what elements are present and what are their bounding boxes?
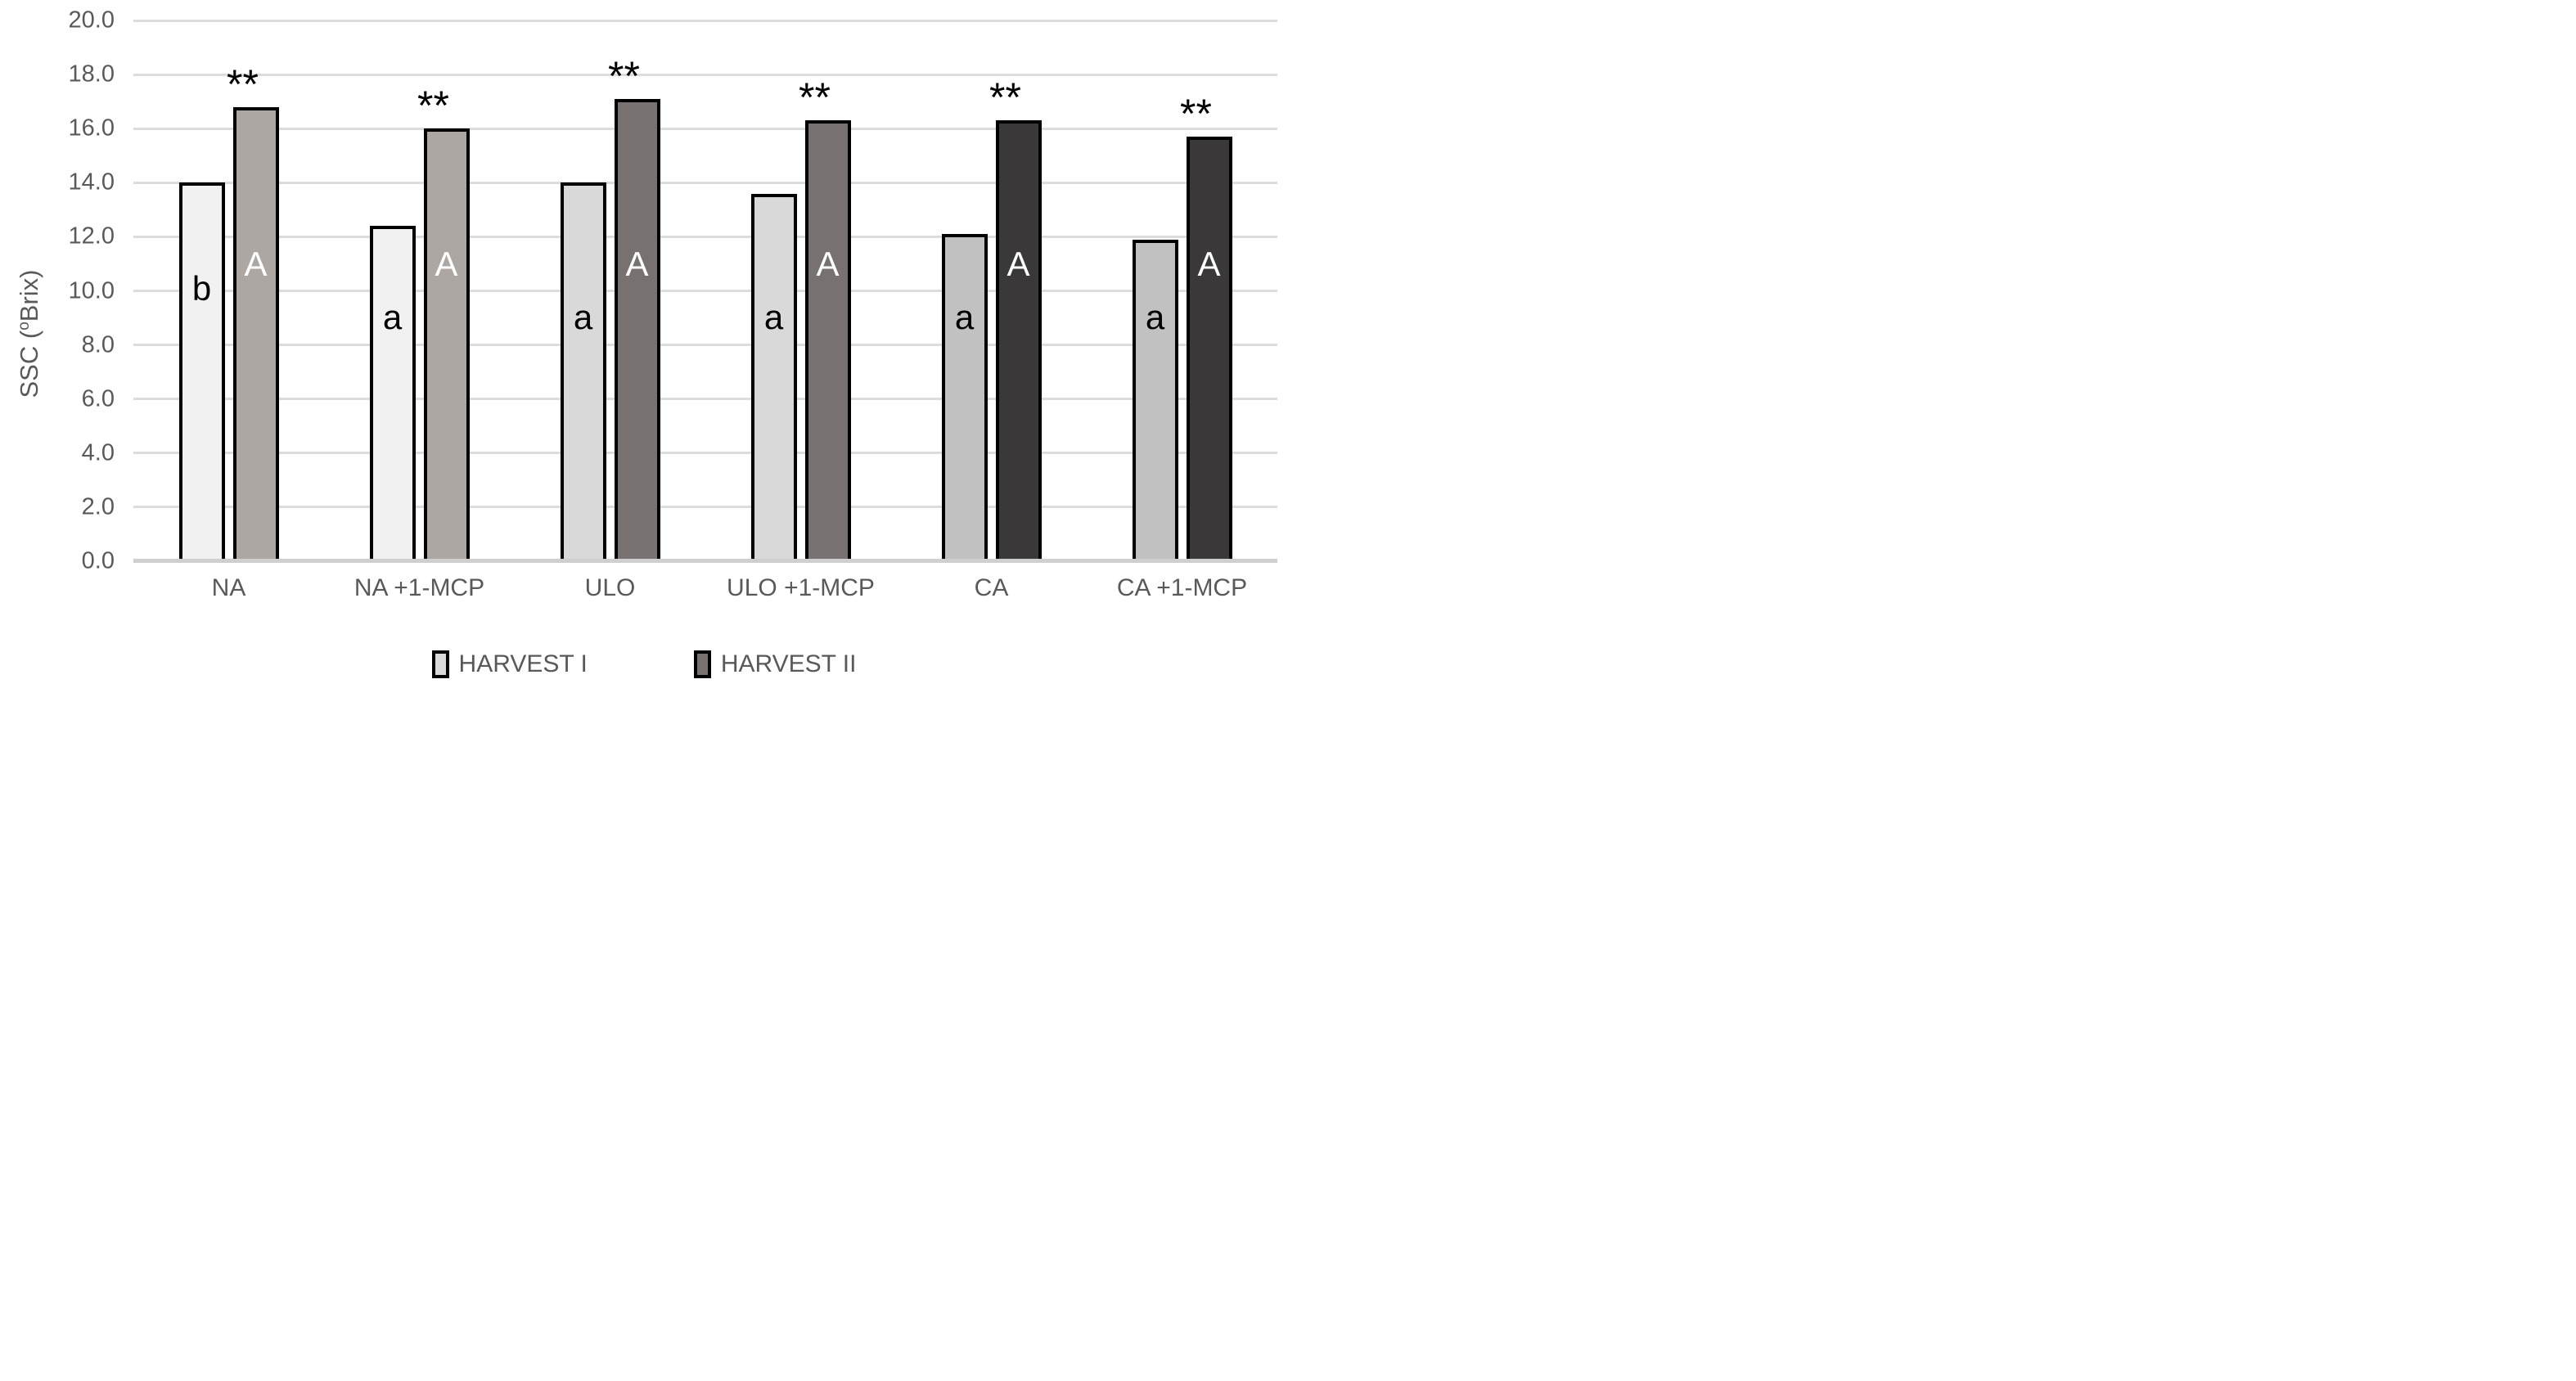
- bar-ULO-harvest-ii: A: [614, 98, 660, 561]
- y-tick-label-8.0: 8.0: [81, 331, 115, 358]
- bar-letter-CA-harvest-i: a: [954, 297, 975, 336]
- bar-letter-CA +1-MCP-harvest-ii: A: [1197, 245, 1221, 284]
- gridline-16: [133, 127, 1277, 130]
- bar-letter-NA +1-MCP-harvest-i: a: [382, 297, 403, 336]
- bar-letter-ULO +1-MCP-harvest-i: a: [763, 297, 784, 336]
- bar-letter-ULO-harvest-ii: A: [625, 245, 649, 284]
- y-tick-label-6.0: 6.0: [81, 385, 115, 412]
- significance-marker-ULO +1-MCP: **: [799, 74, 831, 121]
- y-axis-title-prefix: SSC (: [15, 330, 43, 398]
- plot-area: b A ** a A ** a A ** a A ** a A ** a A **: [133, 19, 1277, 563]
- x-tick-label-ULO: ULO: [584, 574, 636, 601]
- x-axis-tick-labels: NA NA +1-MCP ULO ULO +1-MCP CA CA +1-MCP: [133, 574, 1277, 610]
- bar-letter-CA-harvest-ii: A: [1007, 245, 1030, 284]
- x-tick-label-ULO +1-MCP: ULO +1-MCP: [727, 574, 875, 601]
- y-tick-label-0.0: 0.0: [81, 547, 115, 574]
- x-tick-label-CA +1-MCP: CA +1-MCP: [1116, 574, 1248, 601]
- y-tick-label-14.0: 14.0: [68, 169, 115, 196]
- y-axis-title: SSC (oBrix): [15, 270, 44, 398]
- bar-letter-ULO-harvest-i: a: [573, 297, 593, 336]
- legend-label-harvest1: HARVEST I: [458, 650, 588, 677]
- y-tick-label-16.0: 16.0: [68, 115, 115, 142]
- bar-NA-harvest-ii: A: [232, 106, 279, 561]
- bar-NA-harvest-i: b: [178, 182, 225, 561]
- y-tick-label-12.0: 12.0: [68, 223, 115, 250]
- gridline-14: [133, 181, 1277, 184]
- legend-label-harvest2: HARVEST II: [720, 650, 857, 677]
- bar-chart: SSC (oBrix) 20.0 18.0 16.0 14.0 12.0 10.0 8.0 6…: [0, 0, 1288, 690]
- x-tick-label-CA: CA: [974, 574, 1009, 601]
- bar-NA +1-MCP-harvest-ii: A: [423, 128, 470, 561]
- bar-CA +1-MCP-harvest-i: a: [1132, 239, 1178, 561]
- gridline-4: [133, 452, 1277, 455]
- bar-group-NA: b A **: [133, 20, 324, 561]
- legend-item-harvest2: HARVEST II: [693, 650, 857, 678]
- significance-marker-NA +1-MCP: **: [417, 83, 449, 129]
- legend-swatch-harvest1-icon: [431, 650, 449, 678]
- x-tick-label-NA +1-MCP: NA +1-MCP: [354, 574, 485, 601]
- gridline-18: [133, 73, 1277, 76]
- bar-group-CA: a A **: [896, 20, 1087, 561]
- significance-marker-CA: **: [989, 74, 1021, 121]
- bar-group-NA +1-MCP: a A **: [324, 20, 515, 561]
- bar-CA-harvest-i: a: [941, 234, 988, 561]
- gridline-20: [133, 19, 1277, 22]
- bar-letter-CA +1-MCP-harvest-i: a: [1145, 297, 1165, 336]
- significance-marker-ULO: **: [608, 52, 640, 99]
- bar-group-ULO +1-MCP: a A **: [705, 20, 896, 561]
- y-tick-label-18.0: 18.0: [68, 61, 115, 88]
- significance-marker-NA: **: [227, 61, 259, 107]
- y-tick-label-10.0: 10.0: [68, 277, 115, 304]
- y-tick-label-20.0: 20.0: [68, 7, 115, 34]
- y-axis-tick-labels: 20.0 18.0 16.0 14.0 12.0 10.0 8.0 6.0 4.0 2.0 0.0: [0, 7, 115, 574]
- legend: HARVEST I HARVEST II: [0, 650, 1288, 678]
- bar-group-ULO: a A **: [515, 20, 705, 561]
- y-tick-label-2.0: 2.0: [81, 493, 115, 520]
- bar-ULO +1-MCP-harvest-i: a: [750, 193, 797, 561]
- bar-CA-harvest-ii: A: [995, 120, 1042, 561]
- legend-swatch-harvest2-icon: [693, 650, 711, 678]
- legend-item-harvest1: HARVEST I: [431, 650, 588, 678]
- gridline-10: [133, 290, 1277, 292]
- gridline-8: [133, 344, 1277, 347]
- y-tick-label-4.0: 4.0: [81, 439, 115, 466]
- y-axis-title-degree: o: [16, 322, 33, 331]
- gridline-2: [133, 506, 1277, 509]
- bar-CA +1-MCP-harvest-ii: A: [1186, 137, 1232, 561]
- gridline-12: [133, 235, 1277, 238]
- bar-letter-NA-harvest-ii: A: [244, 245, 268, 284]
- bar-NA +1-MCP-harvest-i: a: [369, 226, 416, 561]
- gridline-6: [133, 398, 1277, 401]
- x-tick-label-NA: NA: [211, 574, 246, 601]
- significance-marker-CA +1-MCP: **: [1180, 91, 1212, 137]
- y-axis-title-suffix: Brix): [15, 269, 43, 322]
- bar-letter-ULO +1-MCP-harvest-ii: A: [816, 245, 840, 284]
- bar-letter-NA-harvest-i: b: [191, 268, 212, 308]
- bar-ULO +1-MCP-harvest-ii: A: [804, 120, 851, 561]
- bar-letter-NA +1-MCP-harvest-ii: A: [435, 245, 458, 284]
- x-axis-line: [133, 559, 1277, 563]
- bar-ULO-harvest-i: a: [560, 182, 606, 561]
- bar-group-CA +1-MCP: a A **: [1087, 20, 1277, 561]
